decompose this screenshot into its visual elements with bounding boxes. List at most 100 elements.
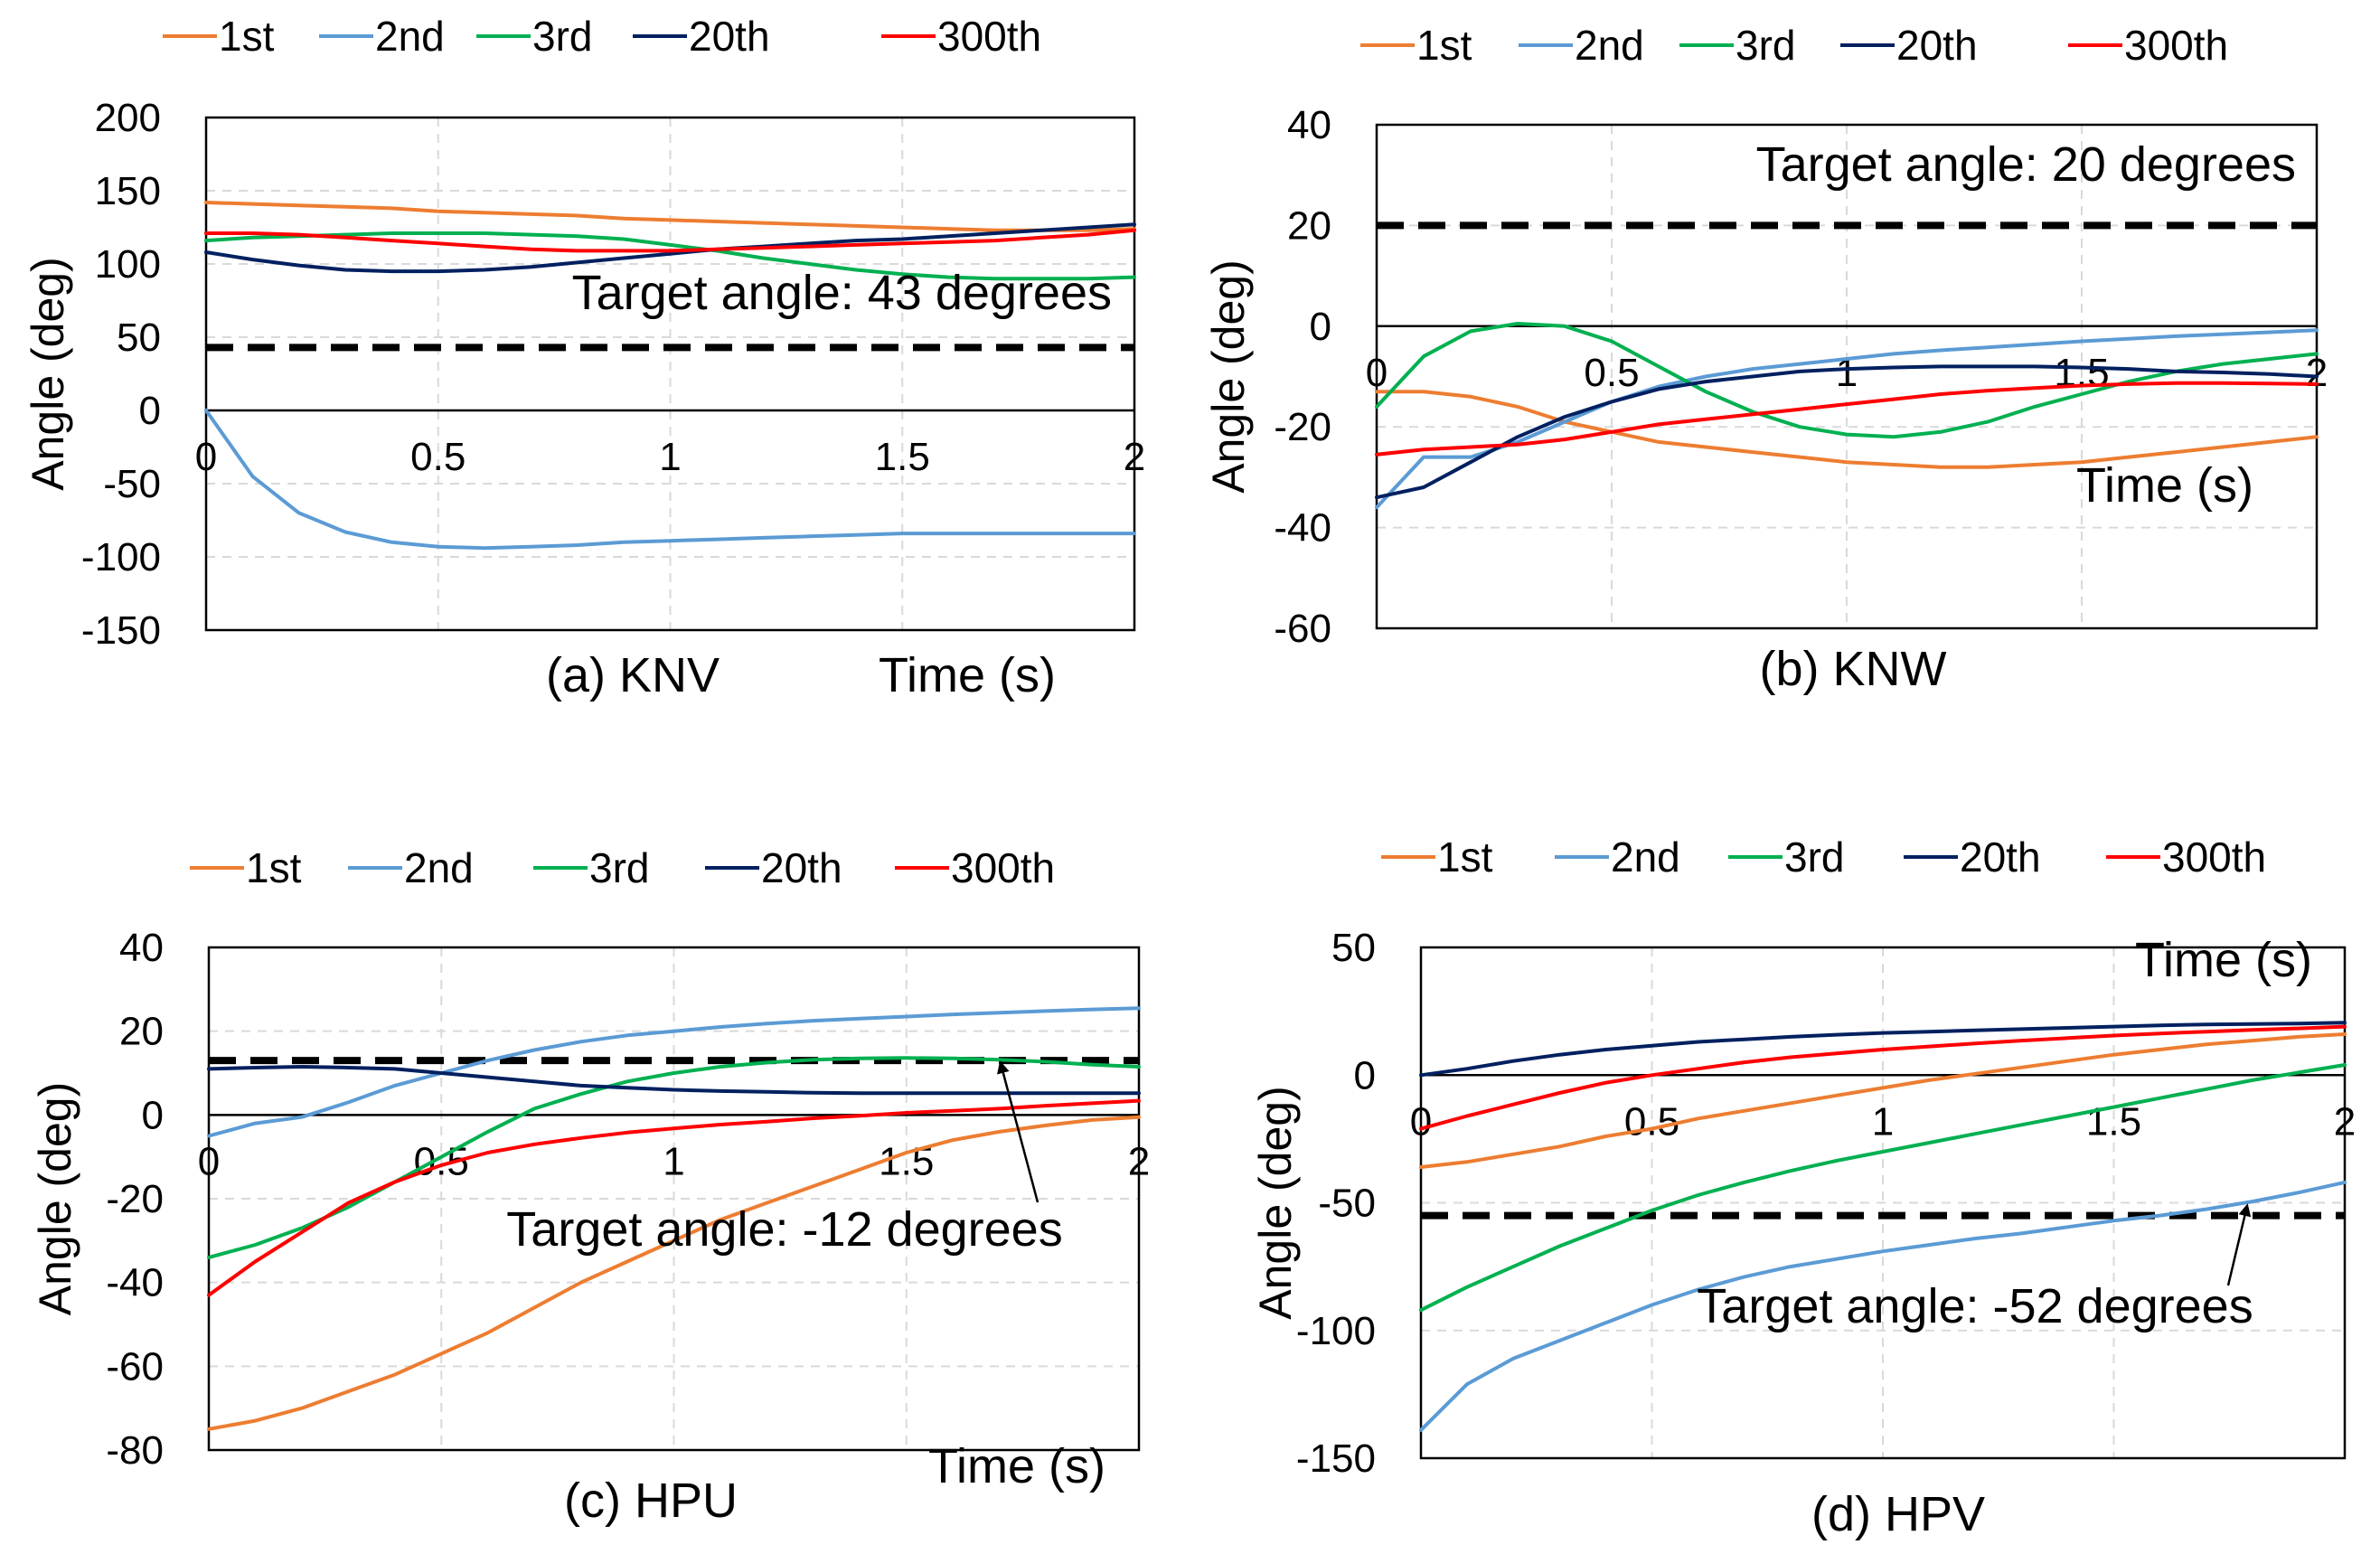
legend-label-2nd: 2nd (1575, 22, 1644, 69)
panel-caption: (c) HPU (564, 1474, 738, 1528)
y-tick-label: -60 (106, 1344, 164, 1389)
legend-label-300th: 300th (951, 844, 1055, 891)
plot-frame (1419, 946, 2347, 1460)
chart-panel-1: -150 -100 -50 0 50 100 150 200 0 0.5 1 1.5 2 Target a… (23, 13, 1145, 702)
y-tick-label: 40 (1287, 103, 1331, 147)
y-tick-label: 0 (139, 389, 161, 433)
x-axis-label: Time (s) (879, 648, 1056, 702)
series-line-3rd (1419, 1063, 2347, 1313)
y-tick-label: 50 (1331, 926, 1376, 970)
panel-caption: (b) KNW (1760, 642, 1947, 696)
y-tick-label: 200 (95, 96, 161, 140)
x-tick-label: 1 (1872, 1099, 1894, 1144)
plot-frame (207, 946, 1141, 1452)
legend-label-3rd: 3rd (532, 13, 592, 60)
x-tick-label: 0 (1366, 351, 1388, 395)
x-tick-label: 0 (195, 435, 217, 479)
legend-label-1st: 1st (1437, 834, 1493, 881)
x-tick-label: 1 (659, 435, 681, 479)
series-line-2nd (204, 409, 1136, 551)
y-tick-label: -100 (1296, 1309, 1376, 1353)
target-annotation-arrow (2226, 1203, 2252, 1286)
y-tick-label: 150 (95, 169, 161, 213)
x-tick-label: 0.5 (1584, 351, 1639, 395)
y-tick-label: -150 (1296, 1436, 1376, 1481)
y-tick-label: -100 (81, 535, 161, 579)
y-axis-label: Angle (deg) (30, 1082, 80, 1316)
legend-label-300th: 300th (937, 13, 1041, 60)
series-line-20th (1375, 364, 2319, 500)
legend: 1st 2nd 3rd 20th 300th (163, 13, 1041, 60)
series-line-1st (1375, 390, 2319, 469)
legend-label-20th: 20th (761, 844, 842, 891)
legend-label-300th: 300th (2124, 22, 2228, 69)
x-tick-label: 2 (2306, 351, 2328, 395)
legend: 1st 2nd 3rd 20th 300th (190, 844, 1055, 891)
x-tick-label: 0.5 (410, 435, 466, 479)
y-tick-label: 20 (119, 1010, 164, 1054)
y-tick-label: 50 (117, 316, 161, 360)
legend-label-1st: 1st (219, 13, 275, 60)
series-line-3rd (1375, 322, 2319, 439)
x-tick-label: 2 (1128, 1139, 1150, 1183)
x-tick-label: 2 (1124, 435, 1145, 479)
y-tick-label: 20 (1287, 203, 1331, 248)
target-angle-label: Target angle: 43 degrees (572, 266, 1112, 320)
y-tick-label: 40 (119, 926, 164, 970)
legend-label-2nd: 2nd (404, 844, 474, 891)
y-tick-label: -20 (106, 1177, 164, 1221)
legend-label-2nd: 2nd (375, 13, 445, 60)
legend-label-3rd: 3rd (1736, 22, 1795, 69)
x-axis-label: Time (s) (2076, 458, 2253, 513)
legend: 1st 2nd 3rd 20th 300th (1381, 834, 2266, 881)
target-angle-label: Target angle: 20 degrees (1756, 137, 2296, 192)
target-angle-label: Target angle: -12 degrees (506, 1202, 1062, 1257)
y-axis-label: Angle (deg) (1250, 1086, 1301, 1320)
legend-label-20th: 20th (1960, 834, 2041, 881)
y-tick-label: -40 (106, 1261, 164, 1305)
y-axis-label: Angle (deg) (1203, 259, 1254, 494)
series-line-300th (207, 1098, 1141, 1297)
panel-caption: (a) KNV (546, 648, 720, 702)
series-line-300th (1419, 1024, 2347, 1131)
series-line-300th (1375, 381, 2319, 457)
x-tick-label: 2 (2334, 1099, 2356, 1144)
y-tick-label: -40 (1274, 506, 1331, 551)
x-axis-label: Time (s) (928, 1439, 1105, 1493)
x-tick-label: 0 (198, 1139, 220, 1183)
legend: 1st 2nd 3rd 20th 300th (1360, 22, 2228, 69)
series-line-2nd (1419, 1180, 2347, 1432)
target-angle-label: Target angle: -52 degrees (1697, 1279, 2253, 1333)
legend-label-3rd: 3rd (589, 844, 649, 891)
y-tick-label: -150 (81, 608, 161, 653)
plot-frame (204, 116, 1136, 632)
series-line-2nd (207, 1006, 1141, 1138)
panel-caption: (d) HPV (1811, 1487, 1985, 1541)
y-tick-label: 100 (95, 242, 161, 287)
series-line-300th (204, 228, 1136, 253)
series-line-3rd (204, 231, 1136, 281)
series-line-20th (1419, 1021, 2347, 1078)
legend-label-3rd: 3rd (1784, 834, 1844, 881)
x-tick-label: 1 (663, 1139, 684, 1183)
series-line-1st (1419, 1032, 2347, 1169)
y-tick-label: -60 (1274, 607, 1331, 651)
y-tick-label: -20 (1274, 405, 1331, 449)
target-annotation-arrow (997, 1060, 1039, 1203)
y-tick-label: 0 (1354, 1053, 1376, 1097)
series-line-20th (207, 1065, 1141, 1096)
x-tick-label: 0.5 (1624, 1099, 1679, 1144)
legend-label-1st: 1st (1416, 22, 1472, 69)
series-line-3rd (207, 1056, 1141, 1259)
legend-label-300th: 300th (2162, 834, 2266, 881)
x-tick-label: 1.5 (875, 435, 930, 479)
x-tick-label: 0 (1410, 1099, 1432, 1144)
series-line-1st (207, 1115, 1141, 1431)
y-tick-label: 0 (1310, 305, 1331, 349)
legend-label-20th: 20th (1896, 22, 1978, 69)
y-tick-label: -50 (103, 462, 161, 506)
legend-label-2nd: 2nd (1611, 834, 1680, 881)
